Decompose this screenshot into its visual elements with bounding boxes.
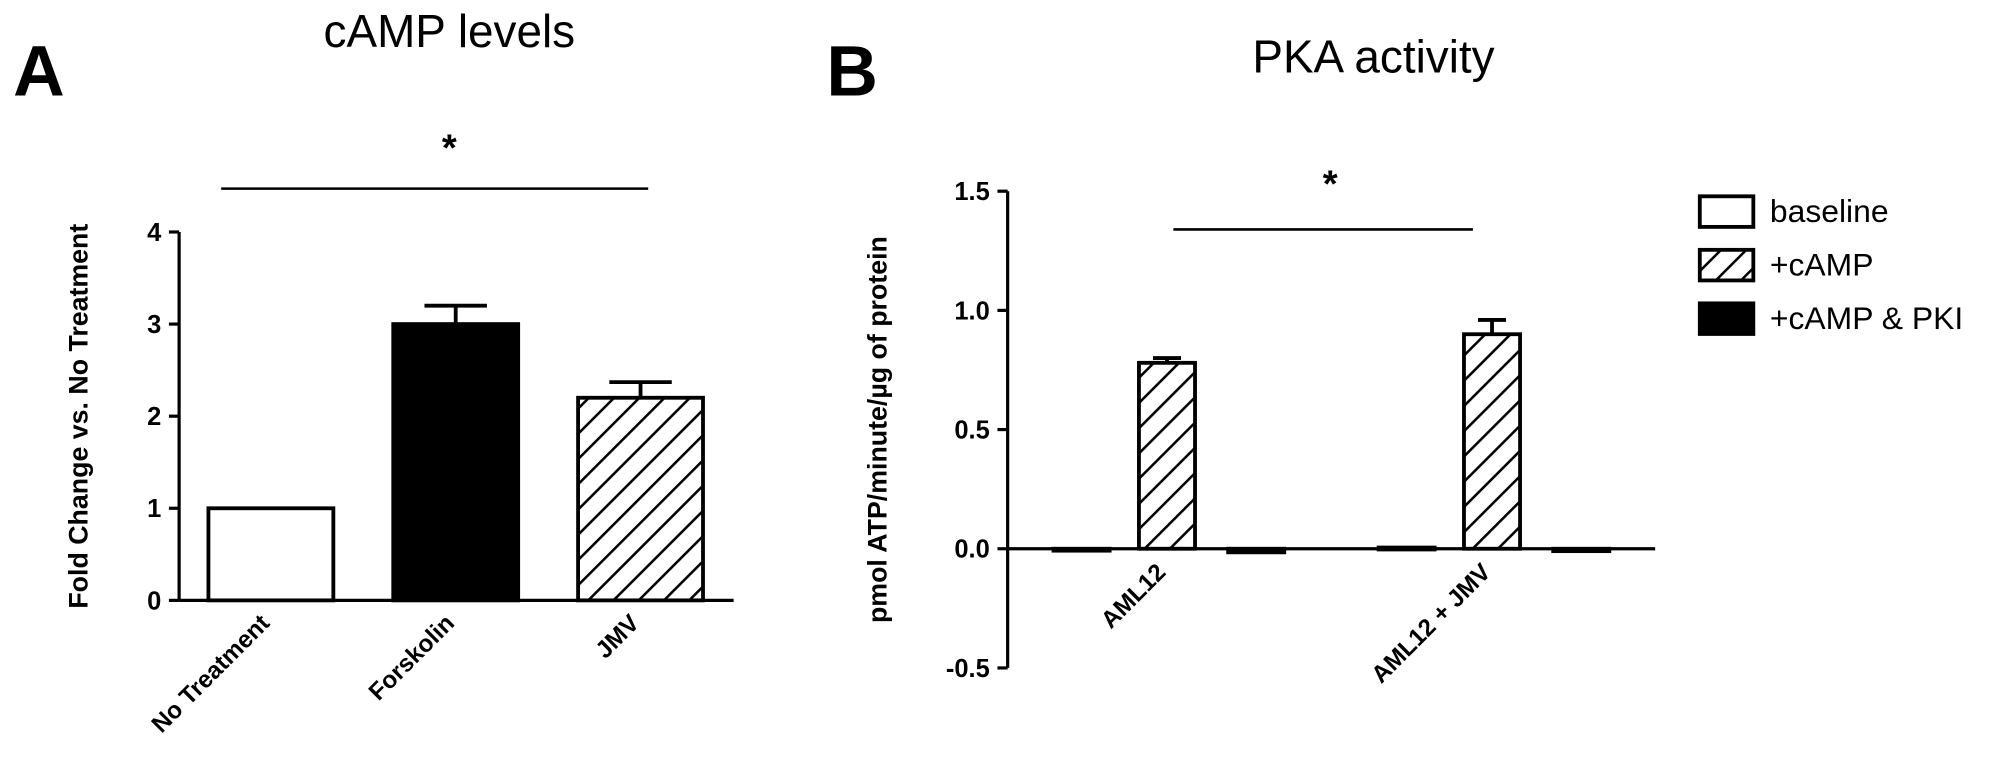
bar bbox=[391, 322, 521, 603]
legend-label: baseline bbox=[1770, 193, 1889, 229]
bar bbox=[1137, 360, 1197, 551]
x-tick-label: AML12 bbox=[1096, 559, 1171, 634]
chart-title: PKA activity bbox=[1252, 31, 1494, 83]
y-tick-label: 0.0 bbox=[954, 536, 989, 564]
y-tick-label: 0 bbox=[147, 587, 161, 615]
y-tick-label: 1 bbox=[147, 495, 161, 523]
legend-swatch bbox=[1697, 194, 1756, 229]
bar bbox=[206, 506, 336, 603]
bar bbox=[1551, 546, 1612, 554]
x-tick-label: Forskolin bbox=[364, 610, 460, 706]
bar bbox=[1376, 545, 1437, 552]
y-tick-label: 1.0 bbox=[954, 297, 989, 325]
error-bar bbox=[424, 303, 487, 325]
x-tick-label: JMV bbox=[591, 610, 645, 664]
y-tick-label: 3 bbox=[147, 311, 161, 339]
y-tick-label: 0.5 bbox=[954, 416, 989, 444]
chart-title: cAMP levels bbox=[324, 5, 576, 57]
x-tick-label: No Treatment bbox=[147, 610, 275, 738]
y-tick-label: 2 bbox=[147, 403, 161, 431]
legend-label: +cAMP bbox=[1770, 246, 1874, 282]
bar bbox=[1226, 546, 1287, 555]
bar bbox=[1051, 546, 1112, 553]
bar bbox=[1462, 332, 1522, 551]
annotation: * bbox=[1323, 162, 1338, 205]
bar bbox=[576, 395, 705, 603]
annotation: * bbox=[442, 127, 457, 170]
y-tick-label: -0.5 bbox=[946, 655, 990, 683]
y-tick-label: 1.5 bbox=[954, 178, 989, 206]
error-bar bbox=[1152, 356, 1182, 363]
legend-swatch bbox=[1697, 247, 1756, 283]
x-tick-label: AML12 + JMV bbox=[1366, 559, 1496, 689]
panel-label: A bbox=[13, 32, 65, 112]
legend-label: +cAMP & PKI bbox=[1770, 300, 1963, 336]
y-axis-label: Fold Change vs. No Treatment bbox=[63, 224, 93, 609]
panel-label: B bbox=[826, 32, 878, 112]
legend-swatch bbox=[1697, 301, 1756, 336]
error-bar bbox=[1478, 318, 1507, 335]
y-axis-label: pmol ATP/minute/µg of protein bbox=[863, 236, 893, 623]
y-tick-label: 4 bbox=[147, 219, 162, 247]
error-bar bbox=[609, 380, 672, 398]
